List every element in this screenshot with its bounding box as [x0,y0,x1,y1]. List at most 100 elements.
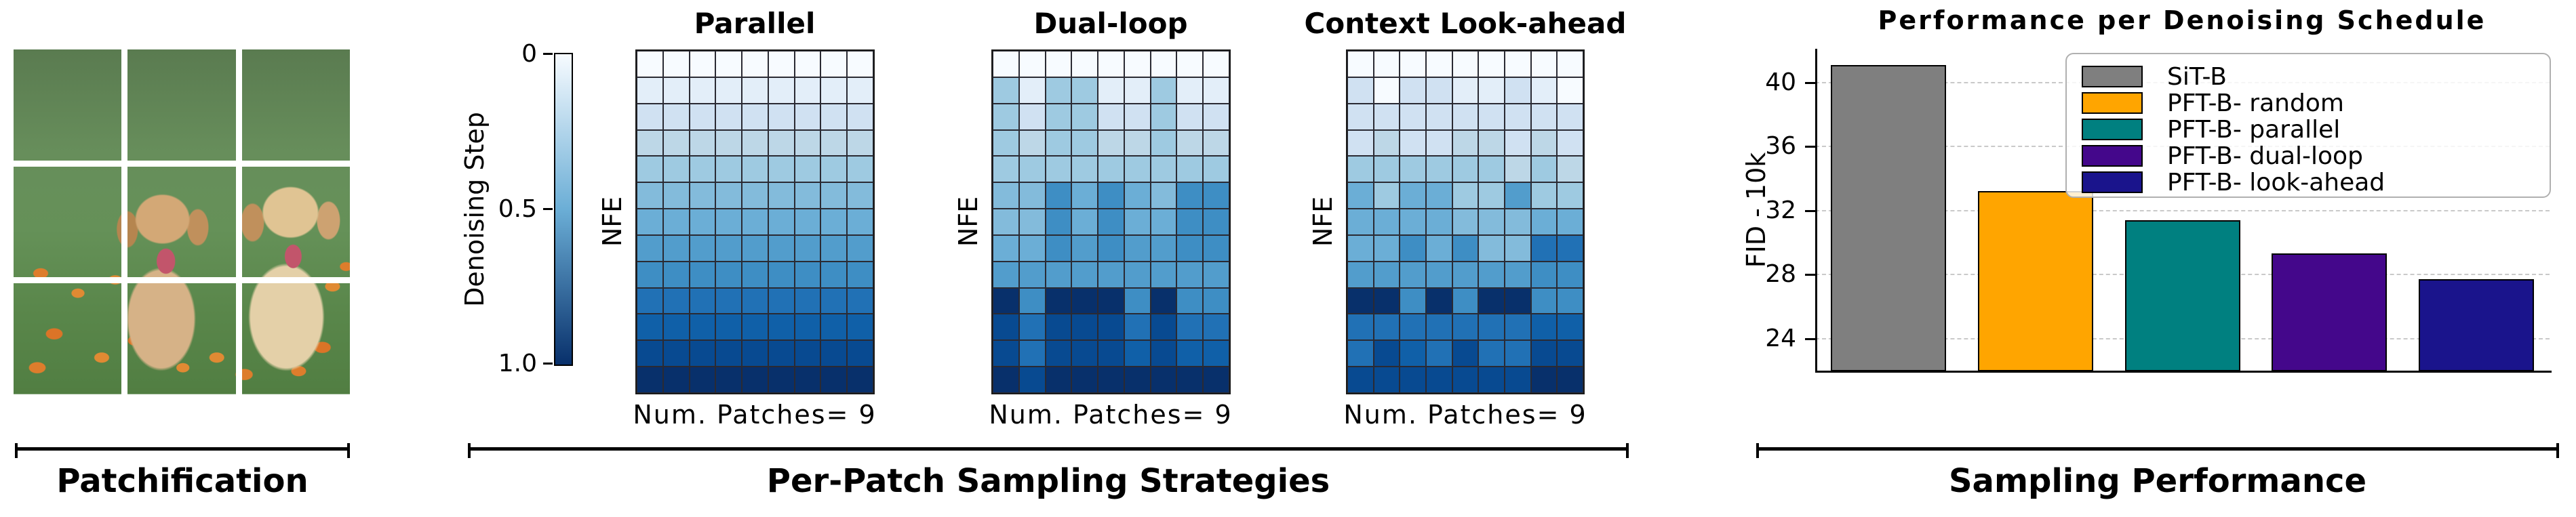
heatmap-cell [1071,287,1098,314]
heatmap-cell [637,51,663,77]
heatmap-cell [768,287,795,314]
heatmap-cell [820,234,848,262]
legend-label: SiT-B [2167,62,2227,91]
legend-swatch [2082,119,2143,140]
heatmap-cell [1530,103,1558,130]
heatmap-cell [1347,129,1374,157]
heatmap-cell [820,129,848,157]
heatmap-cell [742,367,768,393]
heatmap-cell [1530,261,1558,288]
heatmap-cell [1347,156,1374,183]
heatmap-title-dual-loop: Dual-loop [1033,7,1188,40]
heatmap-cell [1098,156,1124,183]
heatmap-cell [993,287,1019,314]
heatmap-cell [1176,51,1204,77]
bar-sit-b [1831,64,1947,371]
legend-item: PFT-B- look-ahead [2082,169,2550,197]
heatmap-cell [1426,261,1452,288]
heatmap-cell [1373,77,1400,104]
heatmap-cell [689,314,716,341]
heatmap-cell [1478,209,1505,235]
heatmap-cell [1203,261,1229,288]
heatmap-cell [662,367,690,393]
heatmap-cell [1505,77,1531,104]
heatmap-cell [1557,287,1583,314]
heatmap-cell [1071,209,1098,235]
heatmap-cell [1071,156,1098,183]
legend-label: PFT-B- dual-loop [2167,142,2363,170]
heatmap-cell [1203,103,1229,130]
colorbar-tick-label: 1.0 [498,350,537,377]
heatmap-cell [993,103,1019,130]
heatmap-cell [1530,156,1558,183]
heatmap-cell [1400,234,1426,262]
heatmap-cell [1150,103,1177,130]
heatmap-cell [1452,129,1479,157]
heatmap-cell [1557,103,1583,130]
heatmap-cell [1150,77,1177,104]
colorbar-tick-label: 0.5 [498,195,537,223]
heatmap-cell [1018,367,1046,393]
heatmap-cell [1098,314,1124,341]
heatmap-cell [794,103,821,130]
heatmap-cell [637,234,663,262]
heatmap-cell [637,340,663,367]
heatmap-cell [662,209,690,235]
heatmap-cell [1071,234,1098,262]
legend-item: PFT-B- dual-loop [2082,142,2550,170]
heatmap-cell [742,209,768,235]
heatmap-cell [689,209,716,235]
performance-label: Sampling Performance [1948,462,2366,500]
heatmap-cell [1400,314,1426,341]
heatmap-cell [742,103,768,130]
legend-item: PFT-B- random [2082,89,2550,117]
heatmap-cell [993,209,1019,235]
heatmap-cell [715,129,742,157]
heatmap-cell [1203,129,1229,157]
legend-label: PFT-B- parallel [2167,115,2341,144]
heatmap-cell [1426,340,1452,367]
heatmap-cell [689,129,716,157]
patchified-image [14,49,350,394]
heatmap-cell [1505,314,1531,341]
heatmap-cell [1373,182,1400,209]
heatmap-cell [1505,209,1531,235]
heatmap-cell [1071,314,1098,341]
heatmap-cell [768,234,795,262]
heatmap-cell [1124,182,1151,209]
heatmap-cell [1150,287,1177,314]
heatmap-cell [1400,103,1426,130]
legend-item: PFT-B- parallel [2082,115,2550,144]
heatmap-cell [637,77,663,104]
heatmap-cell [1045,77,1072,104]
heatmap-cell [794,287,821,314]
heatmap-cell [1373,209,1400,235]
heatmap-cell [820,287,848,314]
heatmap-cell [993,340,1019,367]
heatmap-cell [1098,287,1124,314]
heatmap-cell [1150,367,1177,393]
heatmap-xlabel: Num. Patches= 9 [989,400,1233,430]
heatmap-cell [742,314,768,341]
denoising-colorbar [554,53,573,366]
heatmap-cell [1176,182,1204,209]
heatmap-cell [1373,129,1400,157]
heatmap-cell [1452,234,1479,262]
heatmap-cell [1373,314,1400,341]
heatmap-cell [993,77,1019,104]
heatmap-cell [1045,287,1072,314]
heatmap-cell [1426,287,1452,314]
bar-pft-b-look-ahead [2418,279,2534,371]
colorbar-tick [543,363,553,365]
heatmap-cell [1426,103,1452,130]
heatmap-cell [1045,314,1072,341]
colorbar-tick-label: 0 [521,40,537,68]
heatmap-cell [1176,340,1204,367]
heatmap-cell [820,314,848,341]
heatmap-cell [1124,287,1151,314]
heatmap-cell [637,209,663,235]
heatmap-cell [1018,287,1046,314]
heatmap-cell [715,340,742,367]
heatmap-cell [742,129,768,157]
patchification-label: Patchification [56,462,309,500]
